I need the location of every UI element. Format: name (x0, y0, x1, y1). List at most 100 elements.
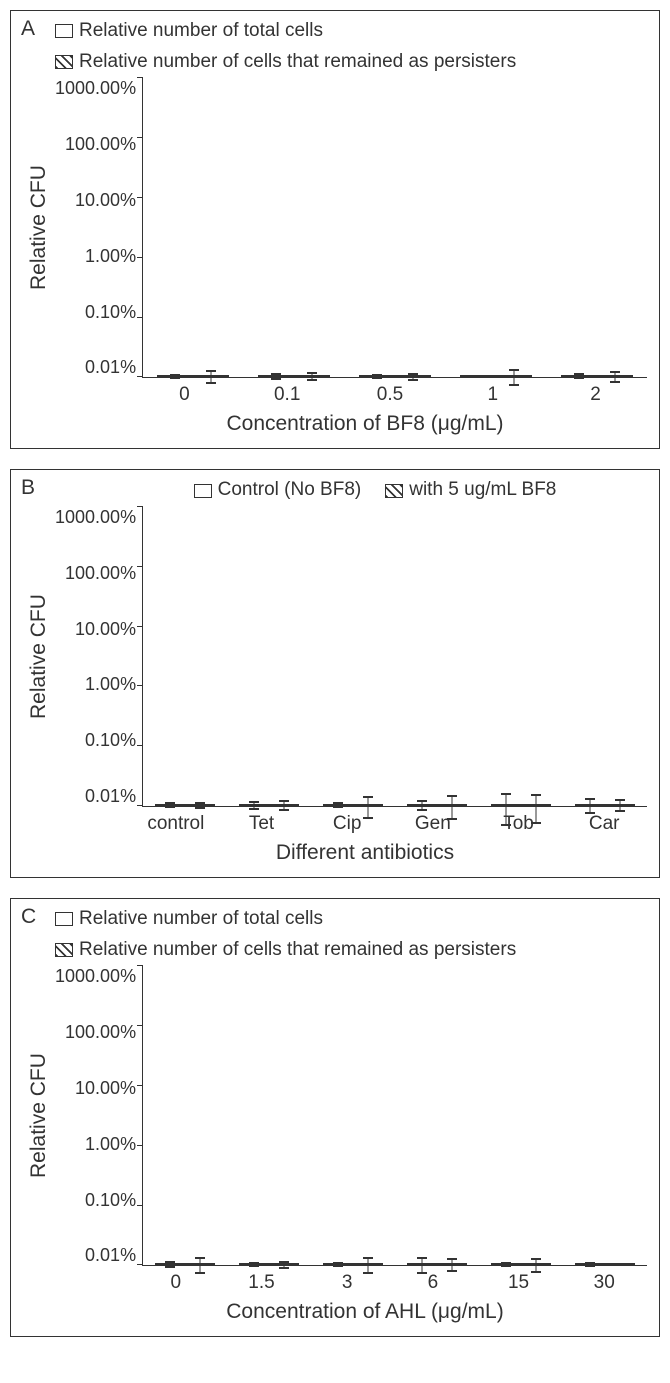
x-axis-label: Different antibiotics (83, 841, 647, 865)
chart-area: Relative CFU1000.00%100.00%10.00%1.00%0.… (23, 966, 647, 1266)
bar (597, 375, 633, 377)
chart-panel-B: B Control (No BF8) with 5 ug/mL BF8 Relativ… (10, 469, 660, 878)
panel-label: C (21, 905, 36, 929)
y-tick-label: 1.00% (85, 674, 136, 695)
bar-group (323, 1263, 383, 1265)
bar (437, 804, 467, 806)
x-tick-label: Cip (304, 813, 390, 835)
x-tick-label: control (133, 813, 219, 835)
y-tick-label: 1.00% (85, 1134, 136, 1155)
x-tick-label: 0 (133, 1272, 219, 1294)
bar (269, 804, 299, 806)
bar (407, 1263, 437, 1265)
legend-text: Relative number of total cells (79, 907, 323, 932)
chart-area: Relative CFU1000.00%100.00%10.00%1.00%0.… (23, 78, 647, 378)
legend-swatch (55, 912, 73, 926)
bar-group (359, 375, 431, 377)
chart-area: Relative CFU1000.00%100.00%10.00%1.00%0.… (23, 507, 647, 807)
bar (323, 804, 353, 806)
y-tick-label: 1000.00% (55, 966, 136, 987)
plot-area (142, 966, 647, 1266)
x-tick-label: Car (561, 813, 647, 835)
legend-swatch (194, 484, 212, 498)
x-tick-label: 6 (390, 1272, 476, 1294)
bar (521, 804, 551, 806)
x-axis: 00.10.512 (133, 384, 647, 406)
y-axis-label: Relative CFU (23, 507, 55, 807)
y-tick-label: 1000.00% (55, 507, 136, 528)
y-axis-label: Relative CFU (23, 966, 55, 1266)
x-axis-label: Concentration of AHL (μg/mL) (83, 1300, 647, 1324)
bar (496, 375, 532, 377)
bar (157, 375, 193, 377)
x-tick-label: Gen (390, 813, 476, 835)
bar (359, 375, 395, 377)
x-tick-label: 2 (544, 384, 647, 406)
bar (258, 375, 294, 377)
bar (437, 1263, 467, 1265)
bar (575, 1263, 605, 1265)
y-tick-label: 10.00% (75, 1078, 136, 1099)
chart-legend: Control (No BF8) with 5 ug/mL BF8 (103, 478, 647, 503)
bar-group (460, 375, 532, 377)
bar (605, 1263, 635, 1265)
legend-text: with 5 ug/mL BF8 (409, 478, 556, 503)
bar (605, 804, 635, 806)
bar-group (323, 804, 383, 806)
legend-swatch (55, 943, 73, 957)
bar (575, 804, 605, 806)
legend-item: Control (No BF8) (194, 478, 362, 503)
bar-group (491, 1263, 551, 1265)
bar-group (575, 1263, 635, 1265)
y-axis: 1000.00%100.00%10.00%1.00%0.10%0.01% (55, 507, 142, 807)
bar-group (239, 804, 299, 806)
legend-text: Control (No BF8) (218, 478, 362, 503)
bar-group (258, 375, 330, 377)
bar-groups (143, 78, 647, 377)
bar (323, 1263, 353, 1265)
legend-text: Relative number of total cells (79, 19, 323, 44)
chart-legend: Relative number of total cells Relative n… (55, 907, 647, 962)
bar-group (155, 1263, 215, 1265)
bar-group (407, 804, 467, 806)
x-tick-label: 0.1 (236, 384, 339, 406)
x-tick-label: 3 (304, 1272, 390, 1294)
x-tick-label: 15 (476, 1272, 562, 1294)
x-tick-label: 0.5 (339, 384, 442, 406)
panel-label: A (21, 17, 35, 41)
x-axis-label: Concentration of BF8 (μg/mL) (83, 412, 647, 436)
bar (407, 804, 437, 806)
bar (460, 375, 496, 377)
legend-text: Relative number of cells that remained a… (79, 938, 516, 963)
panel-label: B (21, 476, 35, 500)
bar (185, 1263, 215, 1265)
y-axis: 1000.00%100.00%10.00%1.00%0.10%0.01% (55, 966, 142, 1266)
bar (491, 1263, 521, 1265)
bar-group (157, 375, 229, 377)
x-axis: 01.5361530 (133, 1272, 647, 1294)
bar (521, 1263, 551, 1265)
bar (491, 804, 521, 806)
y-axis-label: Relative CFU (23, 78, 55, 378)
bar-group (155, 804, 215, 806)
legend-item: Relative number of total cells (55, 907, 323, 932)
bar (239, 804, 269, 806)
y-tick-label: 1.00% (85, 246, 136, 267)
bar-group (575, 804, 635, 806)
bar (353, 1263, 383, 1265)
chart-panel-C: CRelative number of total cellsRelative … (10, 898, 660, 1337)
legend-text: Relative number of cells that remained a… (79, 50, 516, 75)
y-tick-label: 0.10% (85, 1190, 136, 1211)
y-tick-label: 0.01% (85, 357, 136, 378)
x-tick-label: 1 (441, 384, 544, 406)
legend-item: Relative number of cells that remained a… (55, 50, 516, 75)
x-tick-label: 1.5 (219, 1272, 305, 1294)
legend-swatch (385, 484, 403, 498)
y-tick-label: 0.01% (85, 786, 136, 807)
bar (269, 1263, 299, 1265)
bar (185, 804, 215, 806)
x-tick-label: Tet (219, 813, 305, 835)
y-tick-label: 0.10% (85, 302, 136, 323)
bar-group (561, 375, 633, 377)
plot-area (142, 78, 647, 378)
